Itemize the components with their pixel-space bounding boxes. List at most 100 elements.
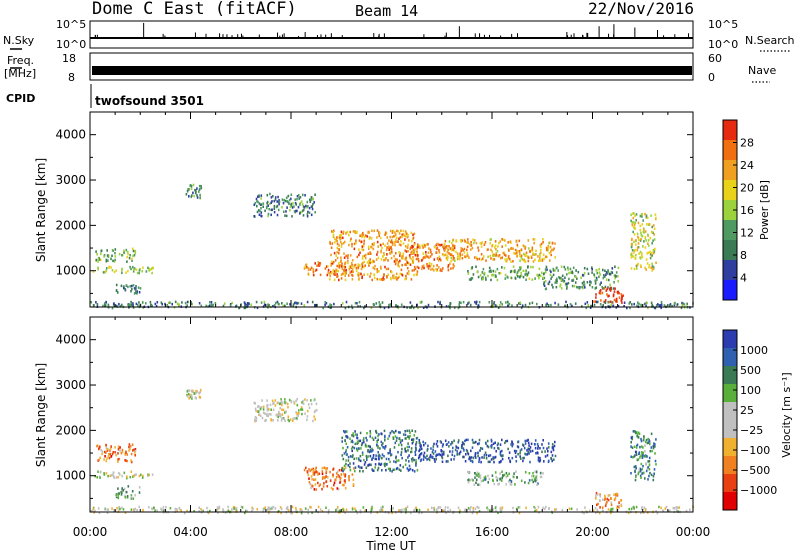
echo-cell <box>346 430 348 433</box>
echo-cell <box>483 255 485 258</box>
echo-cell <box>126 495 129 498</box>
echo-cell <box>648 468 651 471</box>
echo-cell <box>380 243 382 247</box>
echo-cell <box>495 509 497 513</box>
echo-cell <box>103 255 105 258</box>
echo-cell <box>123 471 126 475</box>
echo-cell <box>647 441 650 444</box>
echo-cell <box>193 392 195 395</box>
echo-cell <box>383 463 386 466</box>
echo-cell <box>535 470 538 473</box>
echo-cell <box>359 234 361 238</box>
echo-cell <box>371 505 373 509</box>
echo-cell <box>378 462 380 465</box>
echo-cell <box>413 268 415 272</box>
echo-cell <box>359 251 361 254</box>
echo-cell <box>115 304 118 308</box>
echo-cell <box>635 467 637 470</box>
echo-cell <box>538 460 541 463</box>
echo-cell <box>134 454 136 457</box>
echo-cell <box>481 447 484 450</box>
echo-cell <box>493 258 496 261</box>
echo-cell <box>635 446 638 449</box>
echo-cell <box>442 267 444 270</box>
echo-cell <box>466 252 469 255</box>
echo-cell <box>399 509 402 512</box>
echo-cell <box>405 277 408 280</box>
echo-cell <box>473 441 476 444</box>
echo-cell <box>311 207 314 211</box>
echo-cell <box>380 440 383 444</box>
echo-cell <box>446 258 449 261</box>
echo-cell <box>396 459 398 463</box>
echo-cell <box>105 258 108 262</box>
echo-cell <box>485 259 487 262</box>
echo-cell <box>147 266 149 270</box>
echo-cell <box>634 257 637 260</box>
echo-cell <box>589 280 591 283</box>
echo-cell <box>620 293 623 296</box>
echo-cell <box>398 468 401 471</box>
echo-cell <box>402 233 405 236</box>
echo-cell <box>635 213 638 216</box>
echo-cell <box>351 264 353 267</box>
echo-cell <box>593 303 596 307</box>
echo-cell <box>259 407 262 411</box>
echo-cell <box>119 449 121 452</box>
echo-cell <box>151 271 153 275</box>
echo-cell <box>190 195 192 199</box>
echo-cell <box>356 449 359 452</box>
echo-cell <box>385 468 387 472</box>
echo-cell <box>632 221 635 224</box>
echo-cell <box>299 508 302 511</box>
echo-cell <box>383 259 385 262</box>
echo-cell <box>310 486 312 490</box>
echo-cell <box>540 245 542 249</box>
echo-cell <box>395 276 397 279</box>
echo-cell <box>310 196 313 199</box>
echo-cell <box>260 211 263 214</box>
echo-cell <box>401 447 403 451</box>
ytick-label: 1000 <box>55 264 86 278</box>
echo-cell <box>538 257 541 260</box>
echo-cell <box>118 505 120 509</box>
echo-cell <box>639 250 642 254</box>
echo-cell <box>581 281 584 285</box>
echo-cell <box>344 439 346 442</box>
echo-cell <box>458 301 461 304</box>
echo-cell <box>606 497 609 501</box>
echo-cell <box>551 454 554 457</box>
echo-cell <box>372 456 374 459</box>
echo-cell <box>339 240 342 244</box>
echo-cell <box>416 252 418 255</box>
echo-cell <box>682 302 684 305</box>
echo-cell <box>470 240 472 244</box>
echo-cell <box>301 203 304 206</box>
echo-cell <box>555 285 558 289</box>
echo-cell <box>328 272 331 275</box>
echo-cell <box>633 455 636 458</box>
echo-cell <box>130 494 133 497</box>
echo-cell <box>454 259 456 263</box>
echo-cell <box>595 293 597 296</box>
echo-cell <box>504 244 507 247</box>
echo-cell <box>128 256 131 260</box>
echo-cell <box>369 261 371 265</box>
echo-cell <box>278 202 280 206</box>
echo-cell <box>640 437 642 441</box>
echo-cell <box>451 441 454 445</box>
echo-cell <box>427 251 430 254</box>
echo-cell <box>264 419 266 423</box>
echo-cell <box>626 306 628 310</box>
echo-cell <box>353 264 356 267</box>
colorbar-segment <box>723 260 737 281</box>
echo-cell <box>389 469 391 472</box>
echo-cell <box>126 475 128 478</box>
echo-cell <box>195 391 197 395</box>
echo-cell <box>331 261 333 265</box>
echo-cell <box>645 239 647 242</box>
echo-cell <box>302 205 305 208</box>
echo-cell <box>574 281 577 284</box>
echo-cell <box>467 470 469 474</box>
echo-cell <box>462 442 464 445</box>
